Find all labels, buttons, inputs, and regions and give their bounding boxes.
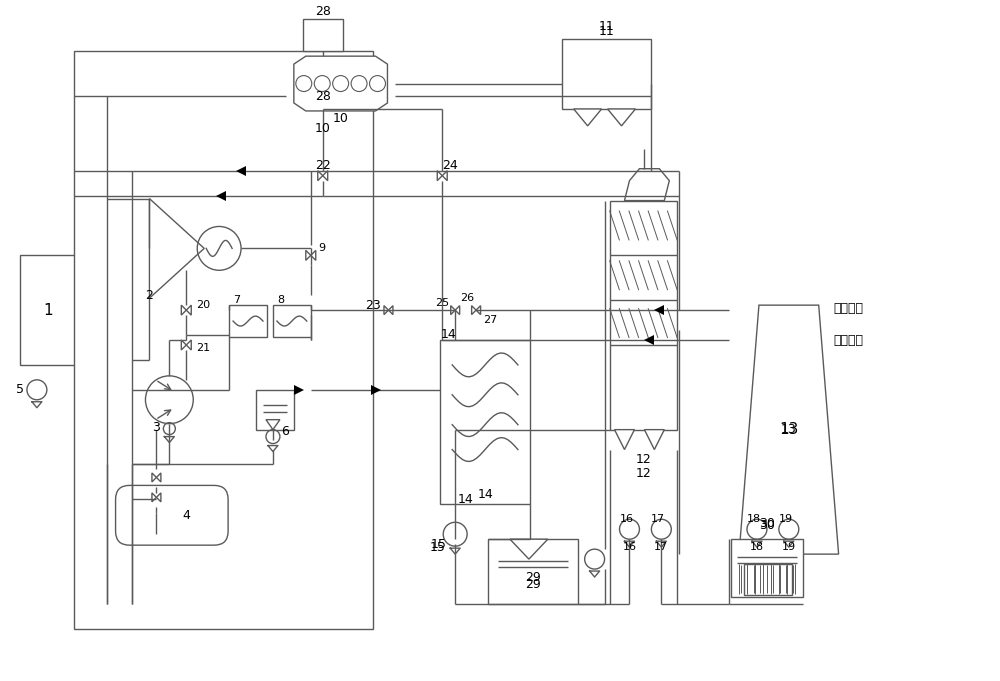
Text: 4: 4 [182,509,190,522]
Polygon shape [455,306,460,315]
Text: 19: 19 [782,542,796,552]
Polygon shape [437,171,442,180]
Text: 16: 16 [622,542,636,552]
Polygon shape [323,171,328,180]
Text: 11: 11 [599,25,614,37]
Polygon shape [149,199,204,298]
Bar [610,201,677,430]
Polygon shape [644,430,664,449]
Polygon shape [624,169,669,201]
Text: 3: 3 [152,421,160,434]
Text: 18: 18 [747,514,761,524]
Text: 29: 29 [525,577,541,590]
Bar [74,51,373,629]
Polygon shape [574,109,602,126]
Polygon shape [615,430,634,449]
Polygon shape [476,306,481,315]
Text: 24: 24 [442,159,458,172]
Polygon shape [186,305,191,315]
Text: 21: 21 [196,343,210,353]
Polygon shape [451,306,455,315]
Text: 10: 10 [333,112,349,125]
Polygon shape [472,306,476,315]
Text: 14: 14 [477,488,493,501]
Polygon shape [152,493,156,502]
Text: 27: 27 [483,315,497,325]
Text: 14: 14 [440,328,456,340]
Text: 1: 1 [43,302,53,317]
Bar [303,19,343,51]
Polygon shape [318,171,323,180]
Text: 11: 11 [599,20,614,33]
Text: 28: 28 [315,5,331,18]
Text: 18: 18 [750,542,764,552]
Text: 29: 29 [525,571,541,584]
Text: 热网回水: 热网回水 [834,302,864,315]
Text: 10: 10 [315,123,331,136]
Text: 20: 20 [196,300,210,310]
Text: 26: 26 [460,294,474,303]
Polygon shape [744,564,792,595]
Text: 9: 9 [319,243,326,253]
Bar [256,390,294,430]
Text: 2: 2 [145,289,153,302]
Text: 13: 13 [781,423,797,436]
Text: 19: 19 [779,514,793,524]
Polygon shape [510,539,548,559]
Polygon shape [266,419,280,430]
Text: 28: 28 [315,89,331,103]
Text: 7: 7 [233,295,240,305]
Bar [273,305,311,337]
Text: 22: 22 [315,159,331,172]
Text: 15: 15 [430,538,446,551]
Text: 16: 16 [619,514,633,524]
Polygon shape [739,305,839,554]
Text: 8: 8 [277,295,284,305]
Polygon shape [388,306,393,315]
Text: 13: 13 [779,422,799,437]
Bar [731,539,803,597]
Polygon shape [306,251,311,260]
Polygon shape [294,56,387,111]
Polygon shape [156,473,161,482]
FancyBboxPatch shape [116,486,228,545]
Bar [440,340,530,505]
Polygon shape [311,251,316,260]
Polygon shape [181,305,186,315]
Polygon shape [608,109,635,126]
Text: 热网供水: 热网供水 [834,334,864,347]
Bar [488,539,578,604]
Text: 30: 30 [759,517,775,530]
Text: 15: 15 [429,541,445,554]
Polygon shape [152,473,156,482]
Polygon shape [384,306,388,315]
Bar [20,255,75,365]
Text: 17: 17 [654,542,668,552]
Polygon shape [156,493,161,502]
Polygon shape [442,171,447,180]
Text: 23: 23 [365,299,380,312]
Text: 17: 17 [651,514,665,524]
Bar [229,305,267,337]
Polygon shape [181,340,186,350]
Text: 14: 14 [457,493,473,506]
Text: 25: 25 [435,298,449,308]
Polygon shape [186,340,191,350]
Text: 30: 30 [759,519,775,532]
Bar [562,39,651,109]
Text: 12: 12 [636,453,651,466]
Text: 12: 12 [636,467,651,480]
Text: 6: 6 [281,425,289,438]
Text: 5: 5 [16,383,24,396]
